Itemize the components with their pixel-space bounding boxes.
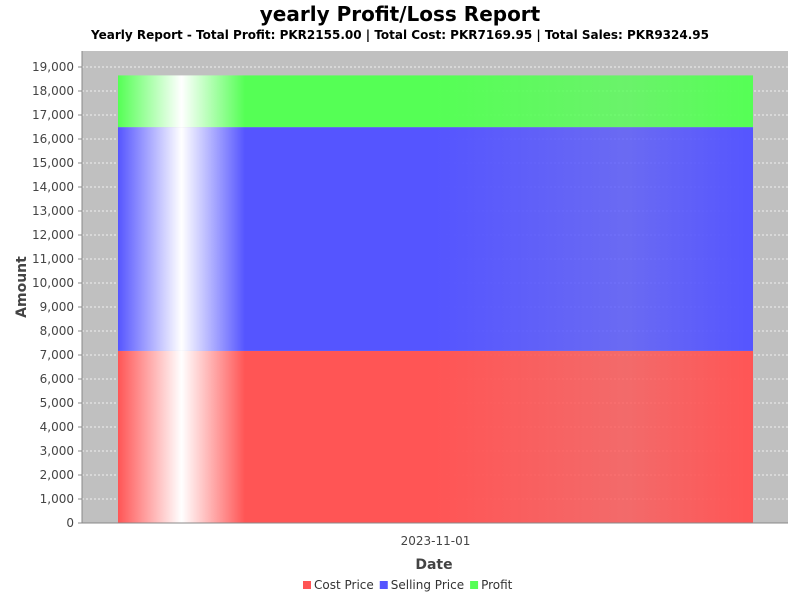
y-axis-label: Amount bbox=[14, 256, 30, 318]
legend-label: Selling Price bbox=[391, 578, 464, 592]
bar-segment-cost-price bbox=[118, 350, 753, 523]
y-axis: 0 1,000 2,000 3,000 4,000 5,000 6,000 7,000 8,00… bbox=[32, 51, 83, 530]
legend-label: Profit bbox=[481, 578, 513, 592]
legend-swatch bbox=[379, 581, 388, 589]
legend-swatch bbox=[303, 581, 311, 589]
chart-title: yearly Profit/Loss Report bbox=[259, 2, 541, 26]
x-axis: 2023-11-01 bbox=[82, 522, 788, 548]
y-tick-label: 18,000 bbox=[32, 84, 74, 98]
y-tick-label: 4,000 bbox=[40, 420, 74, 434]
y-tick-label: 17,000 bbox=[32, 108, 74, 122]
y-tick-label: 16,000 bbox=[32, 132, 74, 146]
y-tick-label: 12,000 bbox=[32, 228, 74, 242]
y-tick-label: 14,000 bbox=[32, 180, 74, 194]
bar-segment-selling-price bbox=[118, 127, 753, 351]
y-tick-label: 1,000 bbox=[40, 492, 74, 506]
y-tick-label: 7,000 bbox=[40, 348, 74, 362]
y-tick-label: 11,000 bbox=[32, 252, 74, 266]
y-tick-label: 5,000 bbox=[40, 396, 74, 410]
legend-swatch bbox=[470, 581, 479, 589]
y-tick-label: 6,000 bbox=[40, 372, 74, 386]
bar-segment-profit bbox=[118, 75, 753, 128]
x-axis-label: Date bbox=[415, 557, 452, 573]
y-tick-label: 0 bbox=[66, 516, 74, 530]
x-tick-label: 2023-11-01 bbox=[401, 534, 471, 548]
y-tick-label: 10,000 bbox=[32, 276, 74, 290]
y-tick-label: 15,000 bbox=[32, 156, 74, 170]
y-tick-label: 8,000 bbox=[40, 324, 74, 338]
y-tick-label: 19,000 bbox=[32, 60, 74, 74]
legend: Cost Price Selling Price Profit bbox=[303, 578, 513, 592]
y-tick-label: 3,000 bbox=[40, 444, 74, 458]
chart-subtitle: Yearly Report - Total Profit: PKR2155.00… bbox=[91, 28, 709, 42]
y-tick-label: 13,000 bbox=[32, 204, 74, 218]
y-tick-label: 9,000 bbox=[40, 300, 74, 314]
y-tick-label: 2,000 bbox=[40, 468, 74, 482]
legend-label: Cost Price bbox=[314, 578, 374, 592]
bar-stack bbox=[118, 75, 753, 523]
